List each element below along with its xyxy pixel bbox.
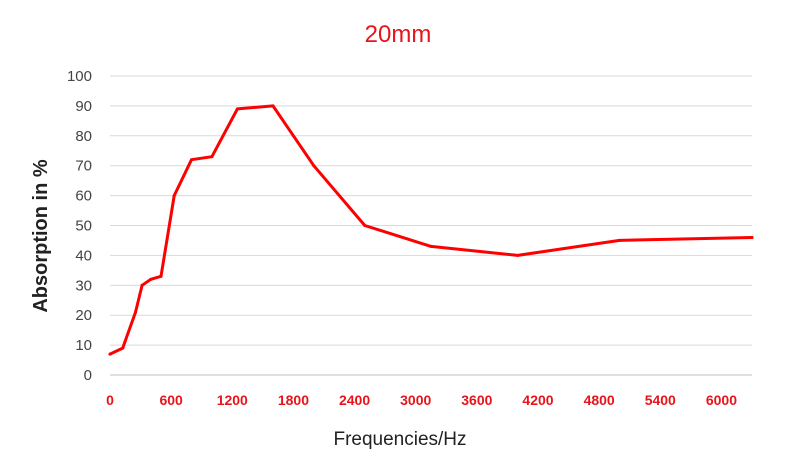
y-tick-label: 10 — [75, 337, 92, 354]
data-point — [133, 310, 137, 314]
data-point — [140, 283, 144, 287]
y-tick-label: 90 — [75, 98, 92, 115]
chart-title: 20mm — [365, 21, 432, 48]
data-point — [618, 238, 622, 242]
x-tick-label: 1800 — [278, 392, 309, 408]
x-tick-label: 3000 — [400, 392, 431, 408]
x-axis-label: Frequencies/Hz — [333, 429, 466, 450]
data-point — [149, 277, 153, 281]
y-tick-label: 30 — [75, 277, 92, 294]
data-point — [190, 158, 194, 162]
y-axis-label: Absorption in % — [30, 159, 52, 313]
data-point — [312, 164, 316, 168]
data-point — [121, 346, 125, 350]
x-tick-label: 1200 — [217, 392, 248, 408]
data-point — [108, 352, 112, 356]
y-tick-label: 100 — [67, 68, 92, 85]
series-layer — [108, 104, 754, 356]
x-tick-labels: 0 600 1200 1800 2400 3000 3600 4200 4800 5400 6000 — [106, 392, 737, 408]
y-tick-label: 0 — [84, 367, 92, 384]
x-tick-label: 0 — [106, 392, 114, 408]
x-tick-label: 3600 — [461, 392, 492, 408]
y-tick-label: 50 — [75, 218, 92, 235]
data-point — [363, 224, 367, 227]
x-tick-label: 600 — [159, 392, 183, 408]
y-tick-label: 60 — [75, 188, 92, 205]
data-point — [516, 253, 520, 257]
gridlines — [110, 75, 752, 346]
x-tick-label: 4800 — [584, 392, 615, 408]
data-point — [235, 107, 239, 111]
y-tick-label: 40 — [75, 247, 92, 264]
series-line-0 — [108, 104, 754, 356]
data-point — [210, 155, 214, 159]
y-tick-label: 20 — [75, 307, 92, 324]
x-tick-label: 4200 — [522, 392, 553, 408]
data-point — [429, 244, 433, 248]
y-tick-label: 80 — [75, 128, 92, 145]
x-tick-label: 2400 — [339, 392, 370, 408]
y-tick-label: 70 — [75, 158, 92, 175]
data-point — [271, 104, 275, 108]
data-point — [159, 274, 163, 278]
x-tick-label: 5400 — [645, 392, 676, 408]
x-tick-label: 6000 — [706, 392, 737, 408]
data-point — [750, 235, 754, 239]
y-tick-labels: 0 10 20 30 40 50 60 70 80 90 100 — [67, 68, 92, 384]
data-point — [172, 194, 176, 198]
